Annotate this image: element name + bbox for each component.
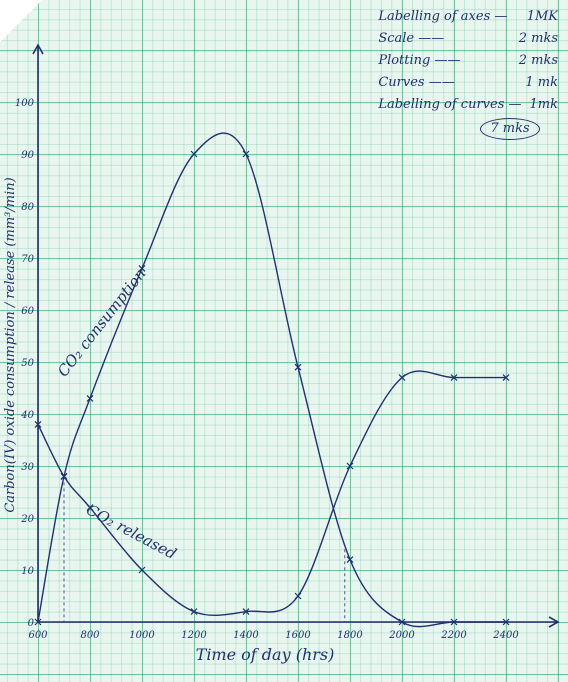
data-point-marker <box>138 264 146 272</box>
x-axis-label: Time of day (hrs) <box>196 645 335 664</box>
marking-scheme: Labelling of axes — 1MK Scale —— 2 mks P… <box>378 6 558 140</box>
data-point-marker <box>294 592 302 600</box>
data-point-marker <box>346 462 354 470</box>
cross-stroke <box>398 374 406 382</box>
curve-label: CO₂ released <box>83 501 179 564</box>
data-point-marker <box>34 618 42 626</box>
data-point-marker <box>34 420 42 428</box>
y-tick-label: 30 <box>21 462 34 473</box>
cross-stroke <box>138 264 146 272</box>
cross-stroke <box>86 394 94 402</box>
y-tick-label: 100 <box>15 98 35 109</box>
cross-stroke <box>86 504 94 512</box>
cross-stroke <box>34 420 42 428</box>
y-tick-label: 60 <box>21 306 34 317</box>
cross-stroke <box>398 618 406 626</box>
data-point-marker <box>190 608 198 616</box>
x-tick-label: 2000 <box>388 630 415 641</box>
x-tick-label: 1600 <box>285 630 311 641</box>
x-tick-label: 1000 <box>129 630 155 641</box>
marking-item: Plotting —— <box>378 53 461 68</box>
x-tick-label: 1200 <box>181 630 207 641</box>
series-group <box>37 132 506 628</box>
cross-stroke <box>294 592 302 600</box>
data-point-marker <box>398 374 406 382</box>
cross-stroke <box>294 363 302 371</box>
cross-stroke <box>242 150 250 158</box>
marking-marks: 1MK <box>526 9 558 24</box>
data-point-marker <box>60 472 68 480</box>
data-point-marker <box>242 150 250 158</box>
y-tick-label: 70 <box>21 254 34 265</box>
cross-stroke <box>502 374 510 382</box>
marker-group <box>34 150 510 626</box>
y-tick-label: 20 <box>20 514 34 525</box>
marking-row-curves: Curves —— 1 mk <box>378 72 558 94</box>
marking-total-badge: 7 mks <box>480 118 540 140</box>
y-tick-label: 0 <box>28 618 35 629</box>
data-point-marker <box>450 374 458 382</box>
series-line-0 <box>37 132 506 628</box>
series-line-1 <box>37 370 506 617</box>
cross-stroke <box>190 150 198 158</box>
data-point-marker <box>242 608 250 616</box>
axis-tick-labels: 600 800 1000 1200 1400 1600 1800 2000 2200 2400 0 1… <box>15 98 519 641</box>
data-point-marker <box>398 618 406 626</box>
x-tick-label: 1800 <box>337 630 363 641</box>
data-point-marker <box>346 556 354 564</box>
data-point-marker <box>450 618 458 626</box>
marking-marks: 1 mk <box>525 75 558 90</box>
marking-item: Labelling of axes — <box>378 9 508 24</box>
paper-fold-corner <box>0 0 42 42</box>
marking-row-scale: Scale —— 2 mks <box>378 28 558 50</box>
cross-stroke <box>60 472 68 480</box>
curve-label: CO₂ consumption <box>54 265 150 380</box>
marking-item: Labelling of curves — <box>378 97 522 112</box>
cross-stroke <box>450 618 458 626</box>
data-point-marker <box>86 394 94 402</box>
cross-stroke <box>242 608 250 616</box>
data-point-marker <box>138 566 146 574</box>
cross-stroke <box>450 374 458 382</box>
marking-item: Scale —— <box>378 31 445 46</box>
data-point-marker <box>502 374 510 382</box>
cross-stroke <box>138 566 146 574</box>
data-point-marker <box>294 363 302 371</box>
marking-marks: 2 mks <box>518 53 558 68</box>
x-tick-label: 1400 <box>233 630 259 641</box>
cross-stroke <box>34 618 42 626</box>
cross-stroke <box>346 556 354 564</box>
drop-lines <box>63 476 346 622</box>
data-point-marker <box>86 504 94 512</box>
x-tick-label: 800 <box>80 630 100 641</box>
y-tick-label: 10 <box>21 566 34 577</box>
x-tick-label: 600 <box>28 630 48 641</box>
cross-stroke <box>502 618 510 626</box>
x-tick-label: 2400 <box>492 630 519 641</box>
marking-row-labelling-curves: Labelling of curves — 1mk <box>378 94 558 116</box>
y-axis-label: Carbon(IV) oxide consumption / release (… <box>3 177 18 512</box>
curve-annotations: CO₂ consumption CO₂ released <box>54 265 180 563</box>
cross-stroke <box>190 608 198 616</box>
marking-marks: 1mk <box>529 97 558 112</box>
data-point-marker <box>502 618 510 626</box>
y-tick-label: 50 <box>21 358 34 369</box>
marking-item: Curves —— <box>378 75 455 90</box>
cross-stroke <box>346 462 354 470</box>
data-point-marker <box>190 150 198 158</box>
y-axis-arrow-icon <box>32 43 44 55</box>
marking-marks: 2 mks <box>518 31 558 46</box>
marking-row-axes: Labelling of axes — 1MK <box>378 6 558 28</box>
y-tick-label: 40 <box>20 410 34 421</box>
x-tick-label: 2200 <box>440 630 467 641</box>
marking-row-plotting: Plotting —— 2 mks <box>378 50 558 72</box>
y-tick-label: 80 <box>21 202 34 213</box>
x-axis-arrow-icon <box>548 616 560 628</box>
y-tick-label: 90 <box>21 150 34 161</box>
